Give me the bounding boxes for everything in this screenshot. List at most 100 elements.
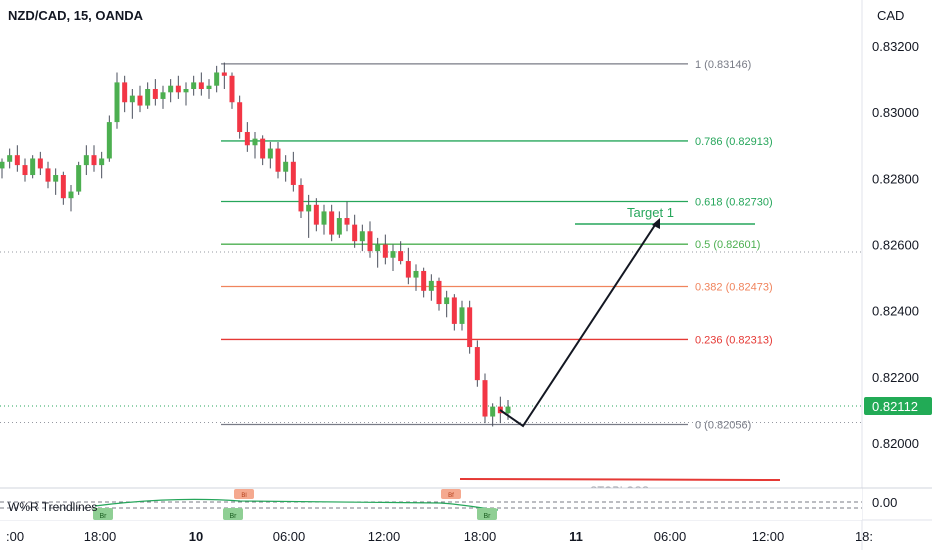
candle-down (260, 138, 266, 159)
candle-up (7, 155, 13, 162)
candle-down (313, 204, 319, 225)
candle-down (137, 95, 143, 106)
candle-down (329, 211, 335, 235)
fib-level-label: 0.236 (0.82313) (695, 334, 773, 346)
candle-down (290, 161, 296, 185)
candle-up (145, 89, 151, 106)
price-axis[interactable]: CAD 0.83200 0.83000 0.82800 0.82600 0.82400 0.… (864, 8, 932, 451)
candle-up (83, 155, 89, 166)
fib-level-label: 0.618 (0.82730) (695, 196, 773, 208)
x-tick-label: 06:00 (654, 529, 687, 544)
candle-down (421, 270, 427, 291)
candle-up (390, 251, 396, 258)
candle-up (206, 85, 212, 90)
candle-down (382, 244, 388, 258)
indicator-background (0, 488, 862, 520)
candle-down (229, 75, 235, 103)
fib-level-label: 0.786 (0.82913) (695, 136, 773, 148)
time-axis[interactable]: :00 18:00 10 06:00 12:00 18:00 11 06:00 12:00 18: (0, 519, 932, 544)
candle-up (160, 92, 166, 99)
candle-down (451, 297, 457, 324)
candle-down (22, 165, 28, 176)
candle-up (191, 82, 197, 90)
candle-down (436, 280, 442, 305)
x-tick-label: 11 (569, 529, 583, 544)
fib-level-label: 1 (0.83146) (695, 59, 751, 71)
x-tick-label: 18:00 (464, 529, 497, 544)
candle-up (114, 82, 120, 123)
candle-up (30, 158, 36, 176)
candle-up (106, 122, 112, 159)
stoploss-line[interactable] (459, 478, 781, 481)
candle-down (344, 218, 350, 225)
candle-up (505, 406, 511, 414)
candle-up (0, 161, 5, 169)
x-tick-label: 10 (189, 529, 203, 544)
candle-up (99, 158, 105, 166)
x-tick-label: 18:00 (84, 529, 117, 544)
candle-up (490, 406, 496, 417)
candle-down (122, 82, 128, 103)
x-tick-label: 12:00 (752, 529, 785, 544)
candle-up (306, 204, 312, 212)
indicator-line (94, 498, 499, 511)
candle-down (298, 184, 304, 212)
fib-level-label: 0 (0.82056) (695, 419, 751, 431)
candle-up (76, 165, 82, 192)
candle-down (175, 85, 181, 93)
fib-level-label: 0.382 (0.82473) (695, 282, 773, 294)
candle-down (152, 89, 158, 99)
candle-down (398, 251, 404, 262)
current-price-label: 0.82112 (872, 399, 918, 414)
indicator-badge-label: Br (100, 513, 108, 520)
indicator-badge (93, 508, 113, 520)
candle-up (375, 244, 381, 252)
x-tick-label: 06:00 (273, 529, 306, 544)
candle-down (237, 102, 243, 133)
current-price-badge (864, 396, 932, 415)
indicator-badge-label: Br (230, 513, 238, 520)
fibonacci-retracement[interactable]: 1 (0.83146) 0.786 (0.82913) 0.618 (0.82730… (221, 59, 773, 432)
candle-down (275, 148, 281, 172)
fib-level-label: 0.5 (0.82601) (695, 239, 760, 251)
candle-down (198, 82, 204, 90)
indicator-marker (234, 489, 254, 499)
candle-down (91, 155, 97, 166)
arrow-head-icon (652, 218, 660, 229)
candle-down (14, 155, 20, 166)
y-tick-label: 0.83000 (872, 105, 919, 120)
y-tick-label: 0.83200 (872, 39, 919, 54)
indicator-badge (223, 508, 243, 520)
candle-down (221, 72, 227, 76)
x-tick-label: 18: (855, 529, 873, 544)
x-tick-label: :00 (6, 529, 24, 544)
indicator-marker-label: Bf (448, 493, 454, 499)
candle-up (336, 218, 342, 235)
target-label: Target 1 (627, 205, 674, 220)
candle-up (444, 297, 450, 305)
candle-down (37, 158, 43, 169)
y-tick-label: 0.82000 (872, 436, 919, 451)
candle-down (482, 380, 488, 417)
candle-up (53, 175, 59, 182)
indicator-value: 0.00 (872, 495, 897, 510)
candle-down (367, 231, 373, 252)
candle-up (459, 307, 465, 324)
chart-title: NZD/CAD, 15, OANDA (8, 8, 144, 23)
candle-down (244, 132, 250, 146)
candle-up (283, 161, 289, 172)
indicator-name: W%R Trendlines (8, 500, 97, 514)
indicator-marker (441, 489, 461, 499)
candle-up (428, 280, 434, 291)
projection-path[interactable] (499, 221, 658, 428)
grid (0, 0, 863, 550)
candle-up (214, 72, 220, 86)
candle-up (129, 95, 135, 103)
candle-up (359, 231, 365, 242)
candle-down (467, 307, 473, 348)
y-tick-label: 0.82800 (872, 171, 919, 186)
candle-up (252, 138, 258, 146)
indicator-badge (477, 508, 497, 520)
candle-down (474, 347, 480, 381)
